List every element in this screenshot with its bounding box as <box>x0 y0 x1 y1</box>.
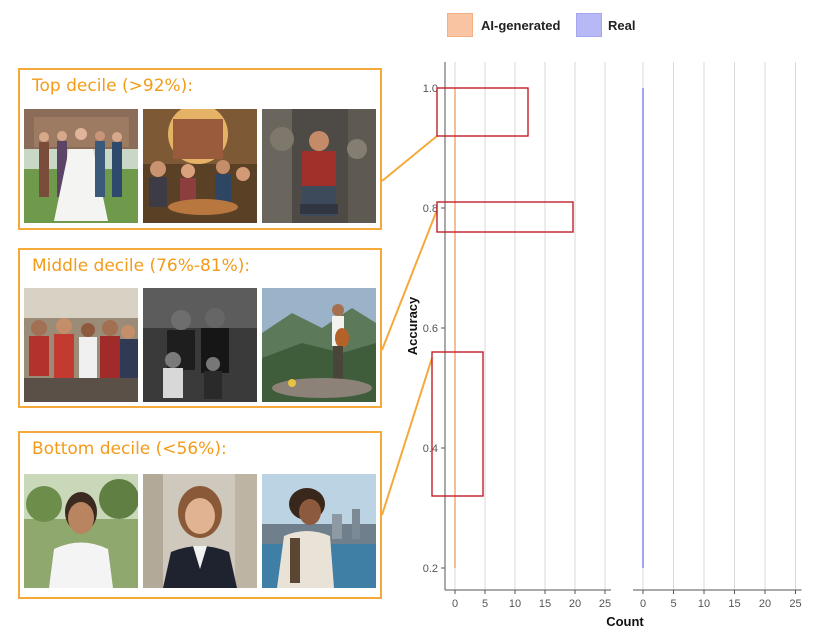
vintage-family-photo <box>143 288 257 402</box>
wedding-party-photo <box>24 109 138 223</box>
legend-label-ai: AI-generated <box>481 18 561 33</box>
y-tick-label: 1.0 <box>423 83 438 95</box>
x-tick-label-real: 0 <box>640 598 646 610</box>
y-tick-label: 0.2 <box>423 563 438 575</box>
factory-worker-photo <box>262 109 376 223</box>
x-tick-label-ai: 25 <box>599 598 611 610</box>
middle-decile-panel: Middle decile (76%-81%): <box>18 248 382 408</box>
y-tick-label: 0.8 <box>423 203 438 215</box>
y-tick-label: 0.4 <box>423 443 438 455</box>
top-decile-panel: Top decile (>92%): <box>18 68 382 230</box>
x-tick-label-ai: 15 <box>539 598 551 610</box>
violinist-mountain-photo <box>262 288 376 402</box>
legend-label-real: Real <box>608 18 636 33</box>
x-tick-label-real: 25 <box>789 598 801 610</box>
y-axis-label: Accuracy <box>405 296 420 355</box>
panel-title: Bottom decile (<56%): <box>32 439 227 459</box>
x-tick-label-ai: 10 <box>509 598 521 610</box>
x-axis-label: Count <box>606 614 644 629</box>
football-family-photo <box>24 288 138 402</box>
highlight-box-middle-decile <box>436 201 574 233</box>
young-man-park-photo <box>24 474 138 588</box>
x-tick-label-real: 15 <box>728 598 740 610</box>
x-tick-label-ai: 20 <box>569 598 581 610</box>
bottom-decile-panel: Bottom decile (<56%): <box>18 431 382 599</box>
legend-swatch-real <box>576 13 602 37</box>
x-tick-label-ai: 0 <box>452 598 458 610</box>
highlight-box-bottom-decile <box>431 351 484 497</box>
x-tick-label-ai: 5 <box>482 598 488 610</box>
connector-line <box>381 209 438 351</box>
x-tick-label-real: 20 <box>759 598 771 610</box>
y-tick-label: 0.6 <box>423 323 438 335</box>
campus-picnic-photo <box>143 109 257 223</box>
x-tick-label-real: 10 <box>698 598 710 610</box>
highlight-box-top-decile <box>436 87 529 137</box>
connector-line <box>381 357 433 516</box>
panel-title: Middle decile (76%-81%): <box>32 256 251 276</box>
woman-waterfront-photo <box>262 474 376 588</box>
x-tick-label-real: 5 <box>670 598 676 610</box>
panel-title: Top decile (>92%): <box>32 76 194 96</box>
connector-line <box>381 135 438 182</box>
businesswoman-photo <box>143 474 257 588</box>
legend-swatch-ai <box>447 13 473 37</box>
